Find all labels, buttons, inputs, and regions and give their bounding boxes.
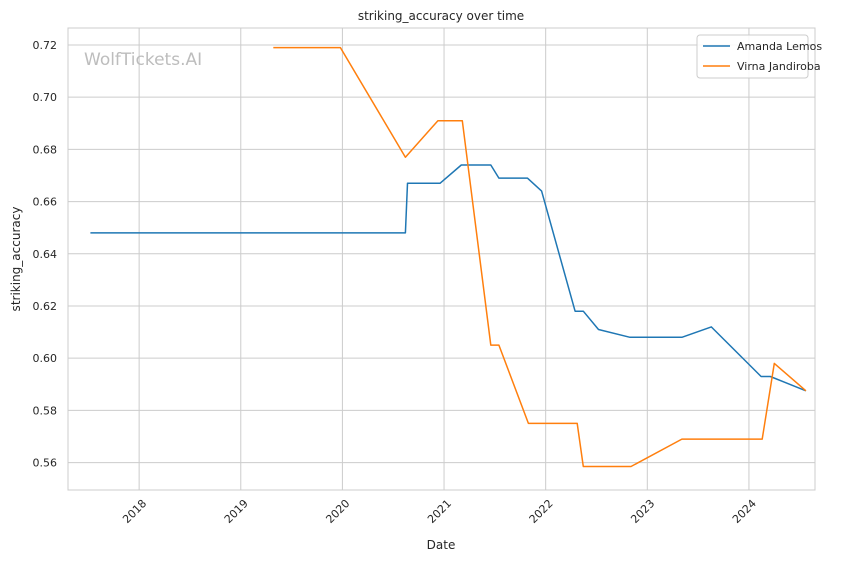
y-axis-ticks: 0.56 0.58 0.60 0.62 0.64 0.66 0.68 0.70 0.72 xyxy=(33,39,58,470)
x-tick-label: 2019 xyxy=(222,497,251,526)
x-tick-label: 2024 xyxy=(730,497,759,526)
series-line-virna-jandiroba xyxy=(273,46,807,468)
x-tick-label: 2022 xyxy=(527,497,556,526)
y-tick-label: 0.72 xyxy=(33,39,58,52)
grid xyxy=(68,28,815,490)
series-layer xyxy=(90,46,807,468)
y-tick-label: 0.56 xyxy=(33,457,58,470)
plot-frame xyxy=(67,27,816,491)
y-tick-label: 0.68 xyxy=(33,143,58,156)
x-tick-label: 2023 xyxy=(628,497,657,526)
legend-label-virna-jandiroba: Virna Jandiroba xyxy=(737,60,821,73)
x-axis-label: Date xyxy=(427,538,456,552)
x-tick-label: 2018 xyxy=(120,497,149,526)
y-tick-label: 0.62 xyxy=(33,300,58,313)
y-tick-label: 0.70 xyxy=(33,91,58,104)
y-tick-label: 0.58 xyxy=(33,404,58,417)
y-tick-label: 0.60 xyxy=(33,352,58,365)
x-axis-ticks: 2018 2019 2020 2021 2022 2023 2024 xyxy=(120,497,759,526)
watermark-text: WolfTickets.AI xyxy=(84,50,202,70)
y-axis-label: striking_accuracy xyxy=(9,207,23,312)
x-tick-label: 2020 xyxy=(323,497,352,526)
y-tick-label: 0.64 xyxy=(33,248,58,261)
legend-label-amanda-lemos: Amanda Lemos xyxy=(737,40,822,53)
legend: Amanda Lemos Virna Jandiroba xyxy=(696,34,822,79)
y-tick-label: 0.66 xyxy=(33,196,58,209)
x-tick-label: 2021 xyxy=(425,497,454,526)
series-line-amanda-lemos xyxy=(90,164,807,392)
chart-title: striking_accuracy over time xyxy=(358,9,524,23)
